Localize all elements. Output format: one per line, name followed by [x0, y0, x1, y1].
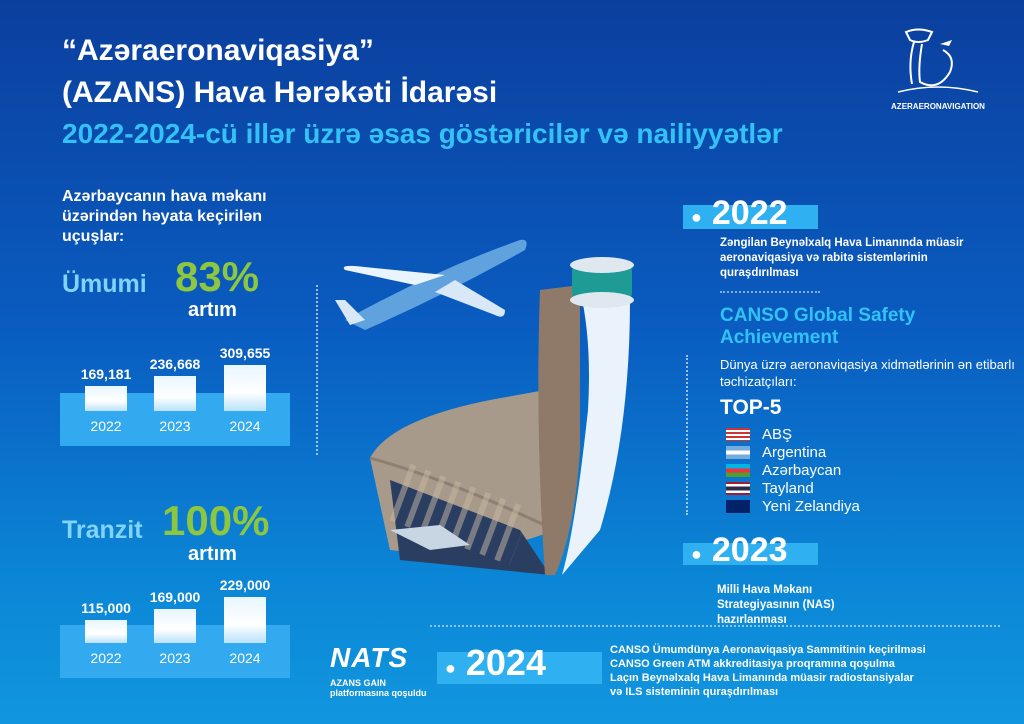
country-item: Yeni Zelandiya [726, 497, 860, 515]
year-2023: 2023 [711, 531, 788, 569]
bar-2022 [85, 620, 127, 643]
nats-logo: NATS [330, 642, 409, 673]
year-2024: 2024 [465, 642, 546, 683]
year-tick-label: 2023 [159, 418, 191, 434]
canso-text: Dünya üzrə aeronaviqasiya xidmətlərinin … [720, 357, 1015, 389]
year-badge-2024: ● 2024 [437, 645, 602, 684]
divider [686, 355, 688, 515]
bullet-icon: ● [691, 206, 702, 227]
country-name: Yeni Zelandiya [762, 497, 860, 515]
achievement-2022: Zəngilan Beynəlxalq Hava Limanında müasi… [720, 237, 964, 279]
country-name: ABŞ [762, 425, 793, 443]
country-item: Tayland [726, 479, 860, 497]
subtitle: 2022-2024-cü illər üzrə əsas göstəricilə… [62, 118, 783, 149]
achievement-item: və ILS sisteminin quraşdırılması [610, 686, 779, 698]
argentina-flag-icon [726, 445, 750, 459]
year-tick-label: 2023 [159, 650, 191, 666]
year-badge-2022: ● 2022 [683, 196, 818, 230]
canso-title: CANSO Global Safety Achievement [720, 305, 916, 348]
logo-text: AZERAERONAVIGATION [891, 102, 985, 111]
transit-label: Tranzit [62, 516, 143, 544]
transit-flights-chart: 115,000 2022 169,000 2023 229,000 2024 [60, 562, 290, 682]
bar-2023 [154, 376, 196, 411]
divider [430, 625, 1000, 627]
airplane-illustration [335, 239, 527, 330]
total-percent: 83% [175, 253, 260, 300]
flights-heading: Azərbaycanın hava məkanı üzərindən həyat… [62, 188, 267, 245]
bar-2024 [224, 365, 266, 411]
year-badge-2023: ● 2023 [683, 533, 818, 567]
thailand-flag-icon [726, 481, 750, 495]
year-tick-label: 2024 [229, 418, 261, 434]
country-name: Tayland [762, 479, 814, 497]
bar-value-label: 309,655 [219, 345, 271, 361]
achievement-2023: Milli Hava Məkanı Strategiyasının (NAS) … [717, 584, 835, 626]
year-2022: 2022 [711, 194, 788, 232]
transit-percent: 100% [162, 497, 270, 544]
bar-2024 [224, 597, 266, 643]
bullet-icon: ● [691, 543, 702, 564]
achievement-item: CANSO Green ATM akkreditasiya proqramına… [610, 658, 895, 670]
bullet-icon: ● [445, 657, 456, 678]
total-growth-label: artım [188, 299, 237, 321]
achievement-item: CANSO Ümumdünya Aeronaviqasiya Sammitini… [610, 644, 926, 656]
divider [720, 291, 820, 293]
top5-label: TOP-5 [720, 396, 782, 419]
country-name: Argentina [762, 443, 827, 461]
bar-value-label: 229,000 [219, 577, 271, 593]
bar-2023 [154, 609, 196, 643]
control-tower-illustration [369, 257, 634, 575]
country-item: ABŞ [726, 425, 860, 443]
year-tick-label: 2022 [90, 418, 122, 434]
country-list: ABŞ Argentina Azərbaycan Tayland Yeni Ze… [726, 425, 860, 515]
bar-value-label: 169,181 [80, 366, 132, 382]
achievement-item: Laçın Beynəlxalq Hava Limanında müasir r… [610, 672, 914, 684]
achievements-2024: CANSO Ümumdünya Aeronaviqasiya Sammitini… [610, 643, 1020, 699]
total-label: Ümumi [62, 270, 147, 298]
nats-text-line1: AZANS GAIN [330, 678, 386, 688]
transit-growth-label: artım [188, 543, 237, 565]
country-item: Argentina [726, 443, 860, 461]
us-flag-icon [726, 427, 750, 441]
bar-2022 [85, 386, 127, 411]
year-tick-label: 2022 [90, 650, 122, 666]
divider [316, 285, 318, 455]
bar-value-label: 236,668 [149, 356, 201, 372]
year-tick-label: 2024 [229, 650, 261, 666]
nats-text-line2: platformasına qoşuldu [330, 688, 427, 698]
country-name: Azərbaycan [762, 461, 842, 479]
azerbaijan-flag-icon [726, 463, 750, 477]
bar-value-label: 169,000 [149, 589, 201, 605]
bar-value-label: 115,000 [81, 600, 131, 616]
new-zealand-flag-icon [726, 499, 750, 513]
tower-plane-logo-icon [897, 28, 979, 93]
nats-block: NATS AZANS GAIN platformasına qoşuldu [330, 642, 427, 698]
country-item: Azərbaycan [726, 461, 860, 479]
title-line-1: “Azəraeronaviqasiya” [62, 34, 374, 67]
azans-logo: AZERAERONAVIGATION [888, 22, 988, 112]
page-title: “Azəraeronaviqasiya” (AZANS) Hava Hərəkə… [62, 30, 497, 114]
total-flights-chart: 169,181 2022 236,668 2023 309,655 2024 [60, 330, 290, 450]
title-line-2: (AZANS) Hava Hərəkəti İdarəsi [62, 76, 498, 109]
